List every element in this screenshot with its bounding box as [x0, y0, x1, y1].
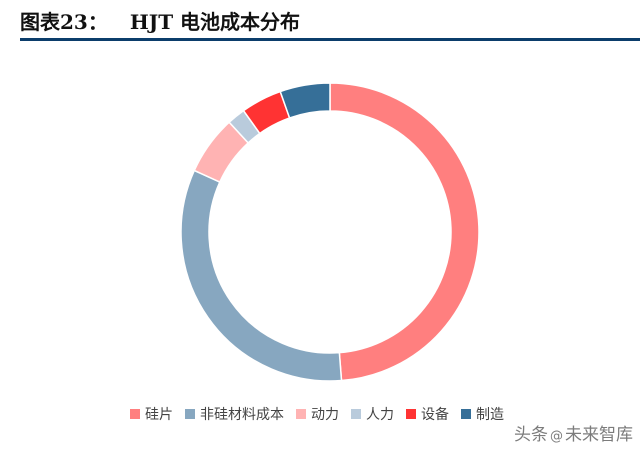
- donut-slice-6: [279, 82, 331, 119]
- legend-swatch: [461, 409, 471, 419]
- legend-label: 非硅材料成本: [200, 407, 284, 423]
- legend-swatch: [130, 409, 140, 419]
- legend-item-4: 人力: [351, 404, 394, 424]
- watermark-name: 未来智库: [565, 425, 633, 445]
- watermark-prefix: 头条: [514, 425, 548, 445]
- chart-title: 图表23： HJT 电池成本分布: [20, 6, 300, 35]
- legend-item-6: 制造: [461, 404, 504, 424]
- figure-label: 图表23：: [20, 10, 108, 34]
- watermark: 头条 @ 未来智库: [514, 420, 633, 445]
- legend-swatch: [296, 409, 306, 419]
- title-text: HJT 电池成本分布: [129, 10, 301, 34]
- title-underline: [20, 38, 640, 41]
- legend-label: 制造: [476, 407, 504, 423]
- legend-item-3: 动力: [296, 404, 339, 424]
- legend-swatch: [351, 409, 361, 419]
- legend-label: 设备: [421, 407, 449, 423]
- legend-label: 动力: [311, 407, 339, 423]
- chart-legend: 硅片 非硅材料成本 动力 人力 设备 制造: [130, 404, 516, 424]
- legend-swatch: [406, 409, 416, 419]
- legend-swatch: [185, 409, 195, 419]
- donut-slice-2: [180, 169, 343, 382]
- legend-item-5: 设备: [406, 404, 449, 424]
- legend-label: 人力: [366, 407, 394, 423]
- watermark-at: @: [550, 429, 563, 444]
- legend-item-1: 硅片: [130, 404, 173, 424]
- legend-label: 硅片: [145, 407, 173, 423]
- donut-slice-1: [329, 82, 480, 382]
- legend-item-2: 非硅材料成本: [185, 404, 284, 424]
